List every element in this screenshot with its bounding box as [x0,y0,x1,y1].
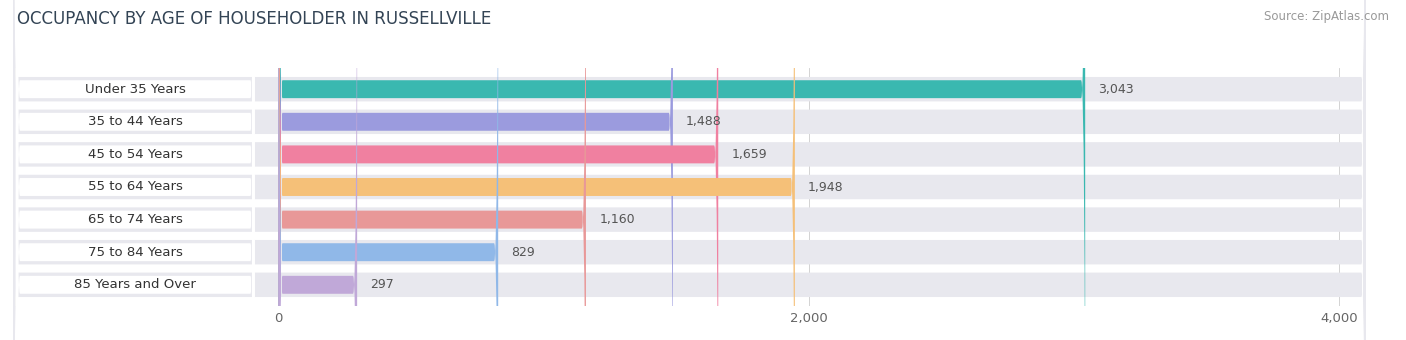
FancyBboxPatch shape [13,0,1365,340]
Text: 829: 829 [512,246,536,259]
Text: 297: 297 [370,278,394,291]
FancyBboxPatch shape [15,0,254,340]
FancyBboxPatch shape [13,0,1365,340]
FancyBboxPatch shape [15,0,254,340]
Text: 65 to 74 Years: 65 to 74 Years [87,213,183,226]
FancyBboxPatch shape [278,0,794,340]
FancyBboxPatch shape [278,0,498,340]
Text: Source: ZipAtlas.com: Source: ZipAtlas.com [1264,10,1389,23]
Text: 1,160: 1,160 [599,213,636,226]
Text: 75 to 84 Years: 75 to 84 Years [87,246,183,259]
FancyBboxPatch shape [278,0,673,340]
FancyBboxPatch shape [278,0,357,340]
Text: 85 Years and Over: 85 Years and Over [75,278,197,291]
Text: OCCUPANCY BY AGE OF HOUSEHOLDER IN RUSSELLVILLE: OCCUPANCY BY AGE OF HOUSEHOLDER IN RUSSE… [17,10,491,28]
FancyBboxPatch shape [13,0,1365,340]
Text: 35 to 44 Years: 35 to 44 Years [87,115,183,128]
FancyBboxPatch shape [13,0,1365,340]
Text: 55 to 64 Years: 55 to 64 Years [87,181,183,193]
FancyBboxPatch shape [13,0,1365,340]
FancyBboxPatch shape [278,0,1085,340]
FancyBboxPatch shape [278,0,718,340]
FancyBboxPatch shape [15,0,254,340]
Text: 1,488: 1,488 [686,115,721,128]
FancyBboxPatch shape [278,0,586,340]
Text: Under 35 Years: Under 35 Years [84,83,186,96]
FancyBboxPatch shape [15,0,254,340]
Text: 1,948: 1,948 [808,181,844,193]
FancyBboxPatch shape [13,0,1365,340]
Text: 1,659: 1,659 [731,148,768,161]
Text: 3,043: 3,043 [1098,83,1135,96]
FancyBboxPatch shape [15,0,254,340]
FancyBboxPatch shape [15,0,254,340]
FancyBboxPatch shape [15,0,254,340]
FancyBboxPatch shape [13,0,1365,340]
Text: 45 to 54 Years: 45 to 54 Years [87,148,183,161]
